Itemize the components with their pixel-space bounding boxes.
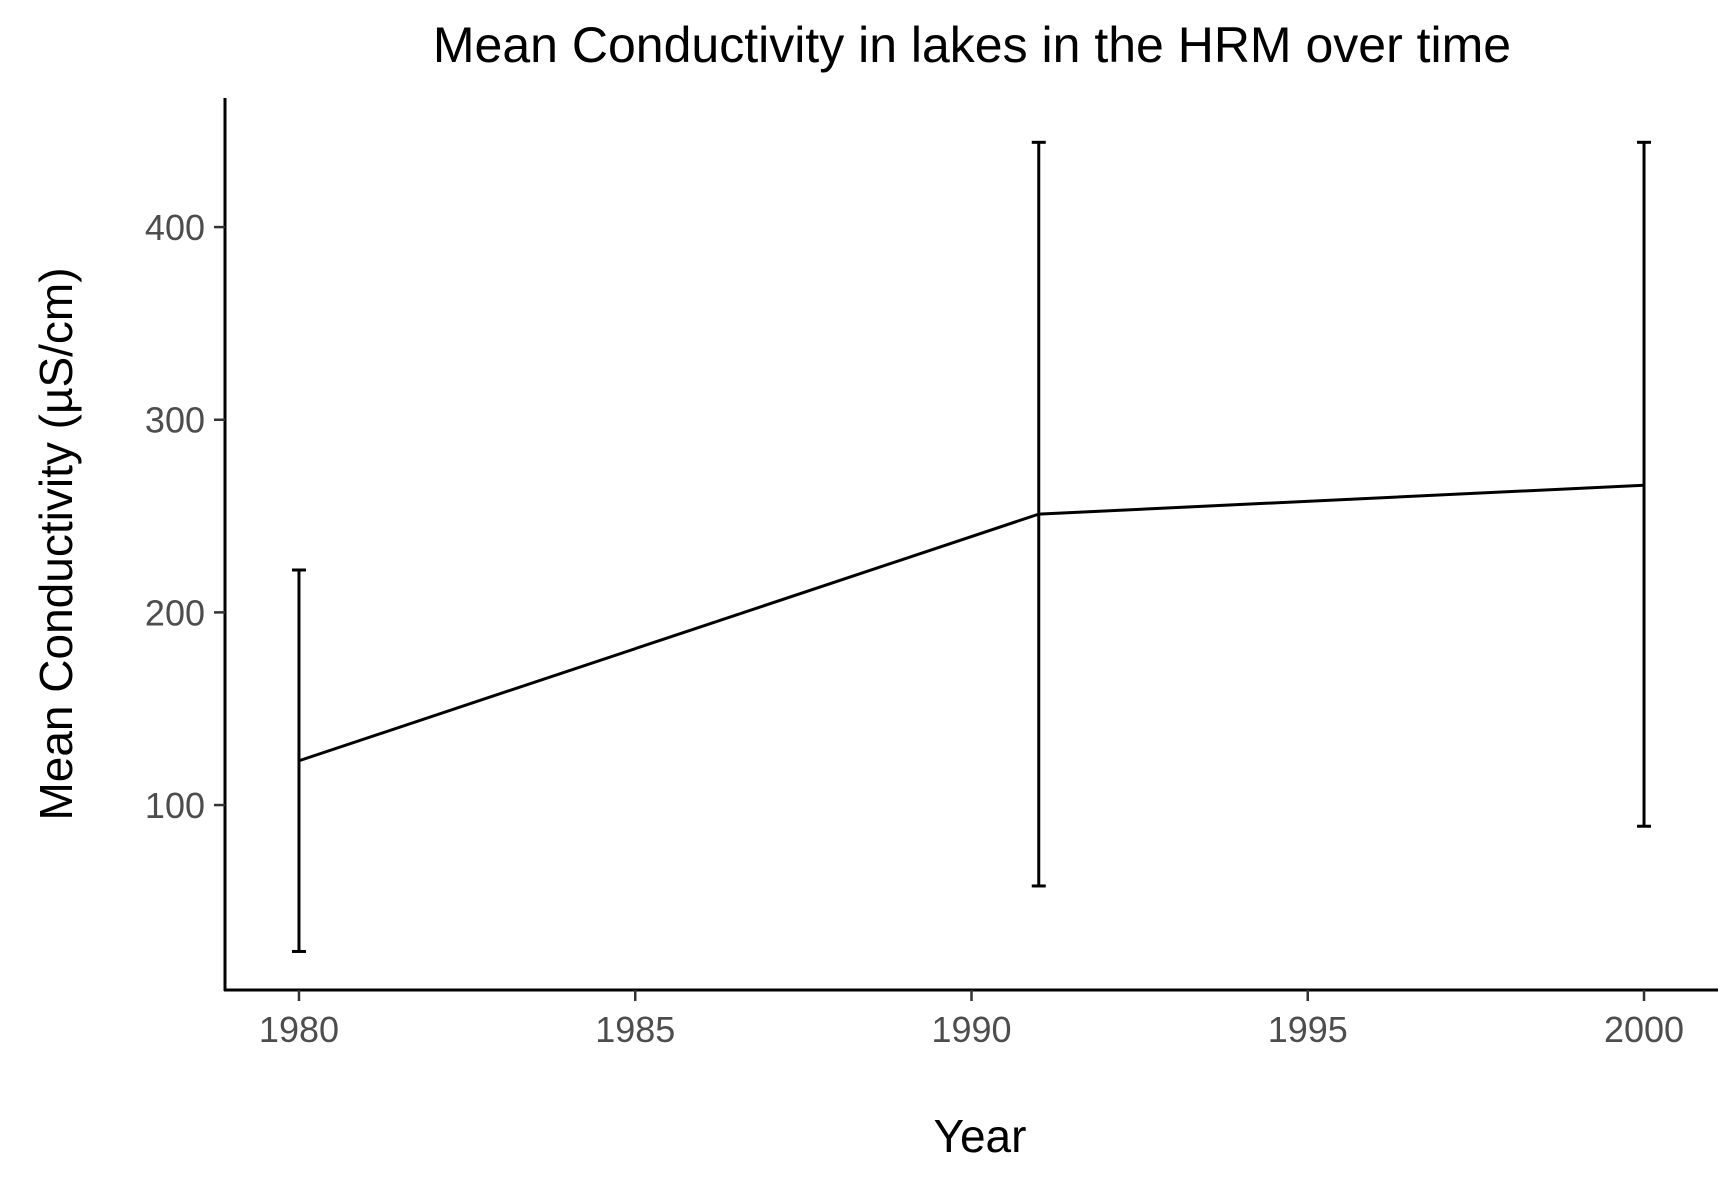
plot-area xyxy=(291,140,1652,953)
error-bar xyxy=(291,568,306,953)
x-axis-title: Year xyxy=(934,1110,1027,1162)
x-axis-ticks: 1980 1985 1990 1995 2000 xyxy=(259,990,1684,1050)
x-tick-label: 1985 xyxy=(595,1009,675,1050)
chart-title: Mean Conductivity in lakes in the HRM ov… xyxy=(433,17,1511,73)
error-bar xyxy=(1031,140,1046,888)
x-tick-label: 1990 xyxy=(931,1009,1011,1050)
y-tick-label: 200 xyxy=(145,592,205,633)
y-tick-label: 400 xyxy=(145,207,205,248)
x-tick-label: 1995 xyxy=(1268,1009,1348,1050)
y-tick-label: 100 xyxy=(145,785,205,826)
y-tick-label: 300 xyxy=(145,400,205,441)
x-tick-label: 2000 xyxy=(1604,1009,1684,1050)
y-axis-title: Mean Conductivity (µS/cm) xyxy=(30,267,82,820)
x-tick-label: 1980 xyxy=(259,1009,339,1050)
error-bar xyxy=(1637,140,1652,828)
series-line xyxy=(298,483,1645,763)
y-axis-ticks: 100 200 300 400 xyxy=(145,207,225,826)
